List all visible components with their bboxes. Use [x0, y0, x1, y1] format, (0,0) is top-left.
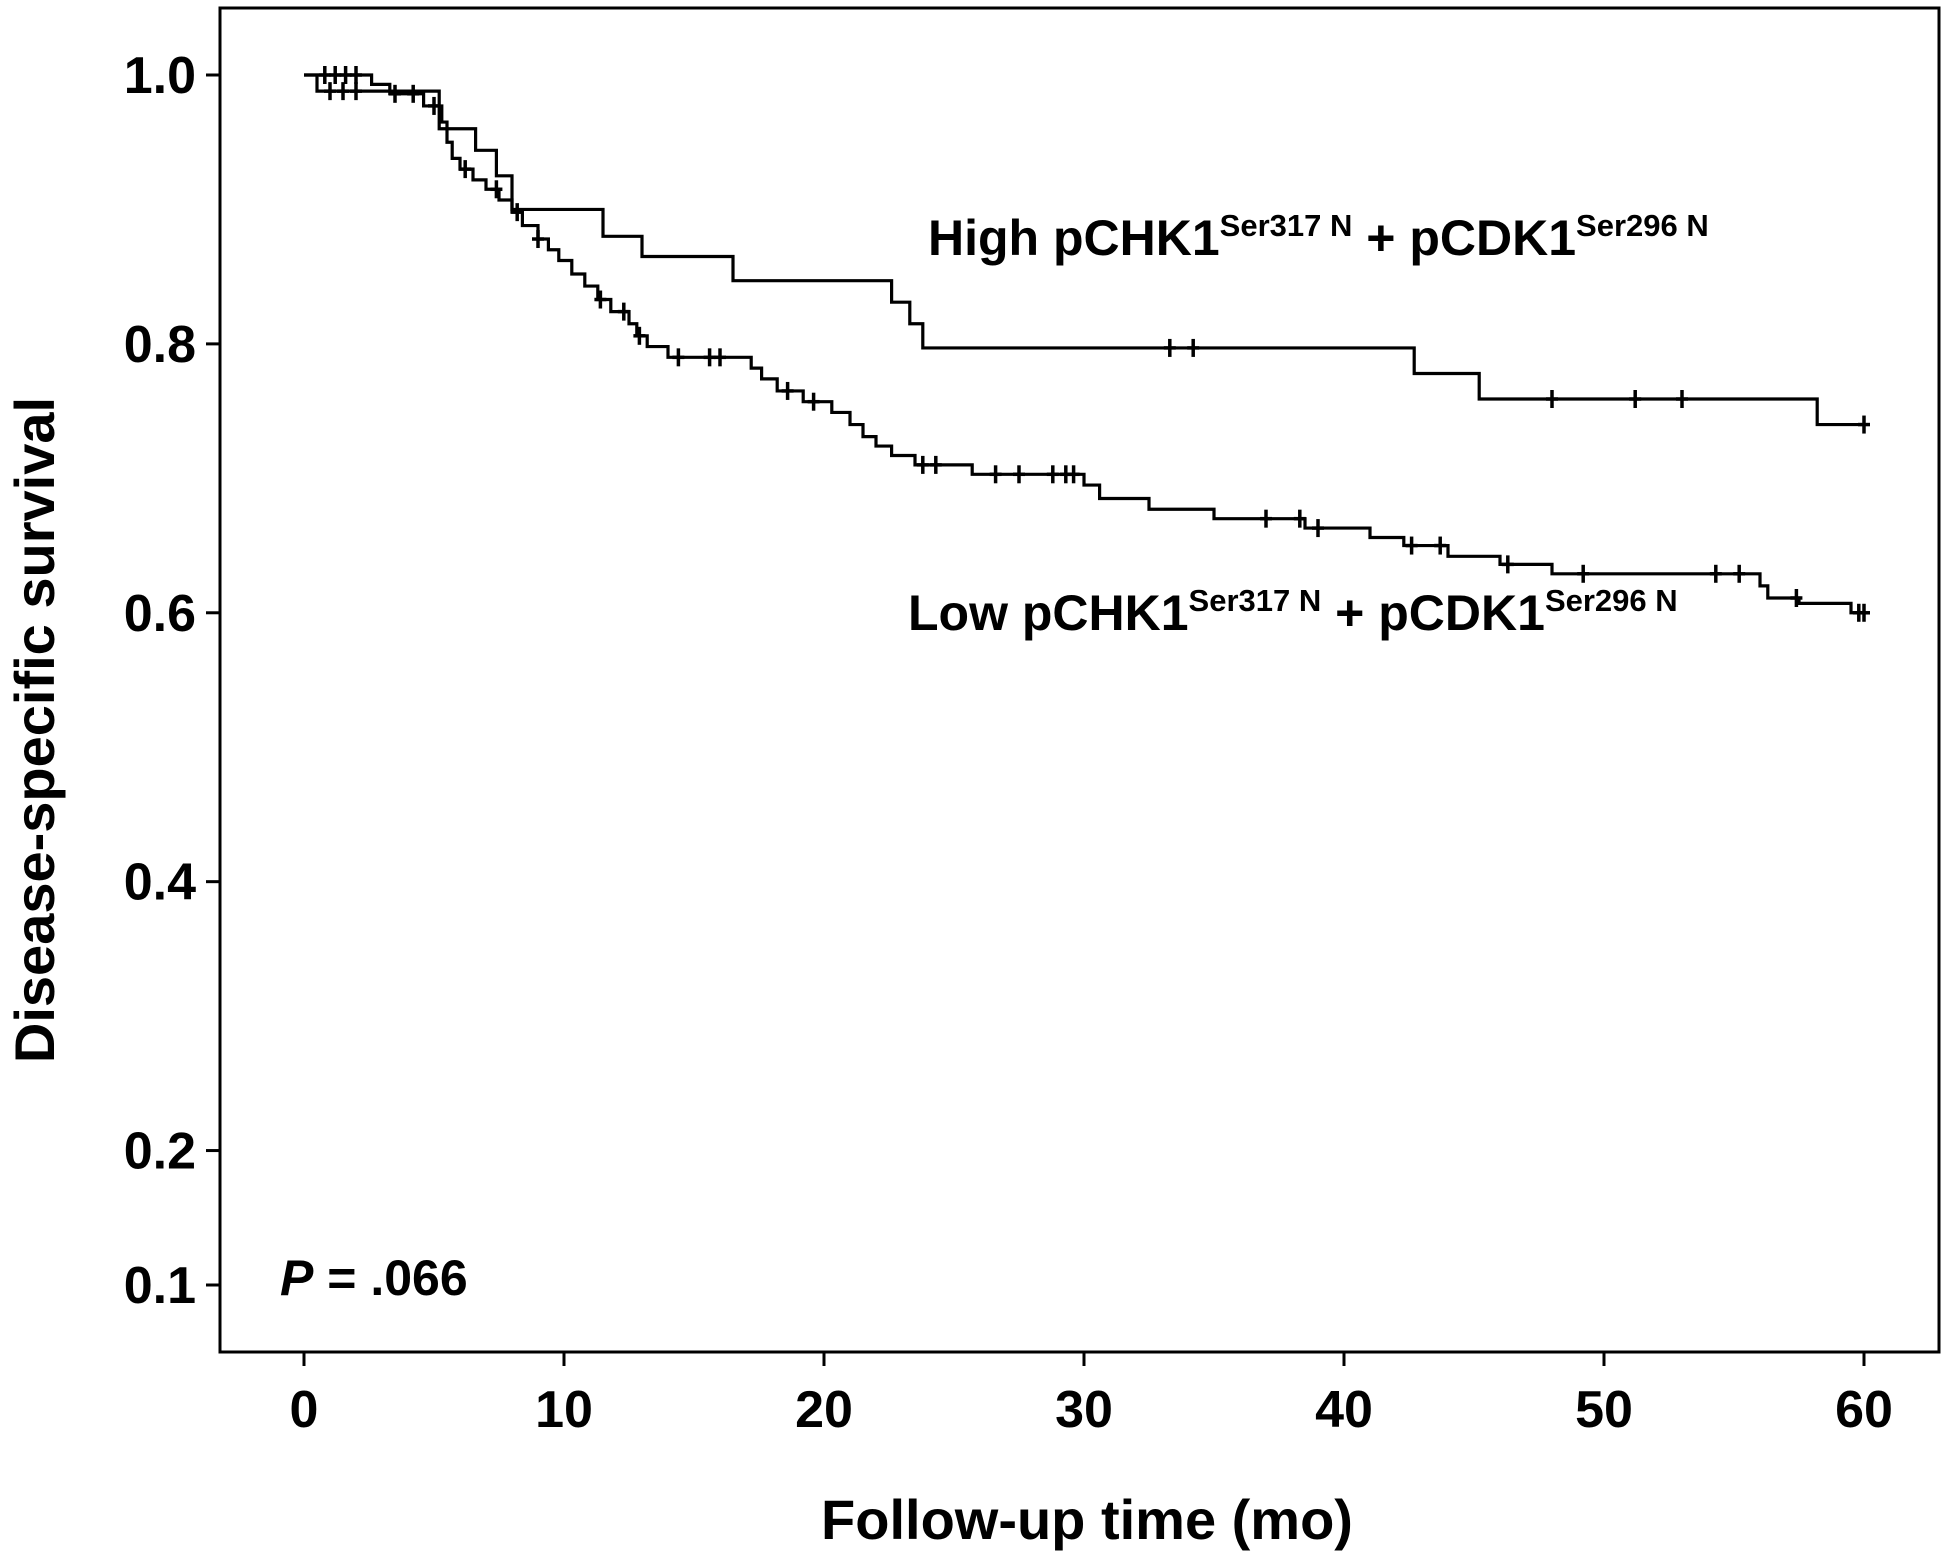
- series-line-low: [304, 73, 1864, 615]
- censor-mark-low: [350, 66, 362, 84]
- censor-mark-low: [672, 348, 685, 367]
- censor-mark-high: [350, 82, 362, 101]
- censor-mark-high: [1163, 338, 1176, 357]
- series-label-high-prefix: High pCHK1: [928, 210, 1220, 266]
- plot-frame: [218, 6, 1941, 1354]
- series-label-high: High pCHK1Ser317 N + pCDK1Ser296 N: [928, 208, 1709, 266]
- censor-mark-low: [781, 381, 794, 400]
- censor-mark-low: [407, 84, 420, 103]
- x-tick-label: 60: [1835, 1381, 1893, 1439]
- censor-mark-low: [1577, 564, 1590, 583]
- censor-mark-low: [318, 66, 331, 84]
- x-tick-label: 30: [1055, 1381, 1113, 1439]
- censor-mark-low: [617, 302, 630, 321]
- censor-mark-low: [633, 326, 646, 345]
- p-value-symbol: P: [280, 1250, 314, 1306]
- series-label-high-sup1: Ser317 N: [1220, 208, 1353, 243]
- censor-mark-low: [1405, 536, 1418, 555]
- x-tick-label: 20: [795, 1381, 853, 1439]
- censor-mark-low: [1709, 564, 1722, 583]
- censor-mark-low: [989, 465, 1002, 484]
- censor-mark-low: [1858, 603, 1870, 622]
- censor-mark-low: [339, 66, 352, 84]
- censor-mark-high: [324, 82, 336, 101]
- censor-mark-low: [1733, 564, 1746, 583]
- censor-mark-low: [929, 455, 942, 474]
- y-tick-label: 1.0: [124, 47, 196, 105]
- p-value-annotation: P = .066: [280, 1250, 468, 1306]
- censor-mark-low: [1293, 509, 1306, 528]
- x-tick-label: 40: [1315, 1381, 1373, 1439]
- survival-curves: [304, 66, 1870, 622]
- censor-mark-high: [1858, 415, 1870, 434]
- x-tick-label: 50: [1575, 1381, 1633, 1439]
- series-label-low-sup2: Ser296 N: [1545, 583, 1678, 618]
- censor-mark-low: [703, 348, 716, 367]
- censor-mark-high: [1676, 390, 1688, 409]
- censor-mark-low: [511, 203, 524, 222]
- censor-mark-high: [1546, 390, 1558, 409]
- censor-mark-low: [532, 230, 544, 249]
- censor-mark-low: [1790, 588, 1803, 607]
- censor-mark-low: [428, 96, 440, 115]
- y-tick-label: 0.8: [124, 316, 196, 374]
- censor-mark-low: [459, 160, 472, 179]
- x-tick-label: 10: [535, 1381, 593, 1439]
- series-label-high-sup2: Ser296 N: [1576, 208, 1709, 243]
- censor-mark-low: [389, 84, 401, 103]
- censor-mark-low: [1434, 536, 1447, 555]
- y-tick-label: 0.1: [124, 1257, 196, 1315]
- censor-mark-low: [490, 180, 503, 199]
- censor-mark-low: [1501, 555, 1514, 574]
- x-tick-label: 0: [290, 1381, 319, 1439]
- series-label-low: Low pCHK1Ser317 N + pCDK1Ser296 N: [908, 583, 1678, 641]
- censor-mark-low: [916, 455, 929, 474]
- y-tick-label: 0.6: [124, 585, 196, 643]
- censor-mark-low: [1260, 509, 1272, 528]
- censor-mark-low: [714, 348, 726, 367]
- series-label-low-prefix: Low pCHK1: [908, 585, 1189, 641]
- censor-mark-high: [337, 82, 349, 101]
- series-line-high: [304, 73, 1864, 427]
- censor-mark-low: [807, 392, 820, 411]
- x-axis-title: Follow-up time (mo): [821, 1488, 1353, 1551]
- series-label-low-sup1: Ser317 N: [1189, 583, 1322, 618]
- y-tick-label: 0.4: [124, 854, 196, 912]
- censor-mark-low: [1312, 519, 1324, 538]
- censor-mark-high: [1629, 390, 1642, 409]
- censor-mark-low: [594, 290, 607, 309]
- series-label-low-middle: + pCDK1: [1321, 585, 1545, 641]
- censor-mark-low: [1013, 465, 1025, 484]
- censor-mark-high: [1187, 338, 1200, 357]
- y-axis-title: Disease-specific survival: [3, 397, 66, 1063]
- axes: 0.1 0.2 0.4 0.6 0.8 1.0 0 10 20 30 40 50 60: [124, 47, 1893, 1439]
- censor-mark-low: [1046, 465, 1059, 484]
- censor-mark-low: [1067, 465, 1080, 484]
- censor-mark-low: [329, 66, 342, 84]
- p-value-text: = .066: [313, 1250, 467, 1306]
- series-label-high-middle: + pCDK1: [1352, 210, 1576, 266]
- y-tick-label: 0.2: [124, 1123, 196, 1181]
